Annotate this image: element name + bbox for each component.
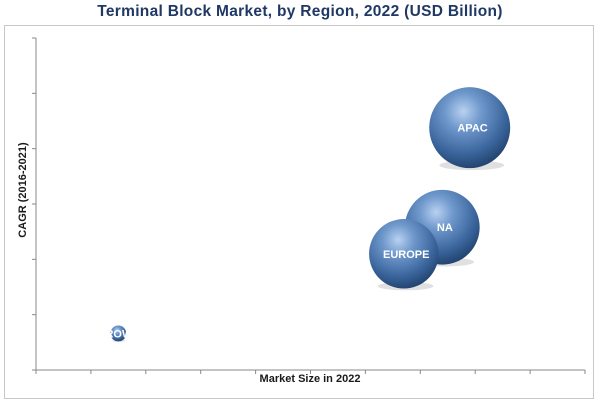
bubbles: APAC NA EUROPE ROW xyxy=(105,87,511,342)
bubble-label-na: NA xyxy=(437,222,453,234)
bubble-label-apac: APAC xyxy=(457,123,487,135)
bubble-label-europe: EUROPE xyxy=(383,249,429,261)
chart-frame xyxy=(4,25,594,399)
chart-title: Terminal Block Market, by Region, 2022 (… xyxy=(97,3,503,20)
bubble-apac xyxy=(429,87,511,169)
axis-ticks xyxy=(32,37,586,374)
x-axis-label: Market Size in 2022 xyxy=(260,373,361,385)
axes xyxy=(35,38,585,371)
y-axis-label: CAGR (2016-2021) xyxy=(17,142,29,238)
bubble-europe xyxy=(369,219,439,289)
bubble-label-row: ROW xyxy=(105,328,133,340)
bubble-row xyxy=(110,325,127,342)
